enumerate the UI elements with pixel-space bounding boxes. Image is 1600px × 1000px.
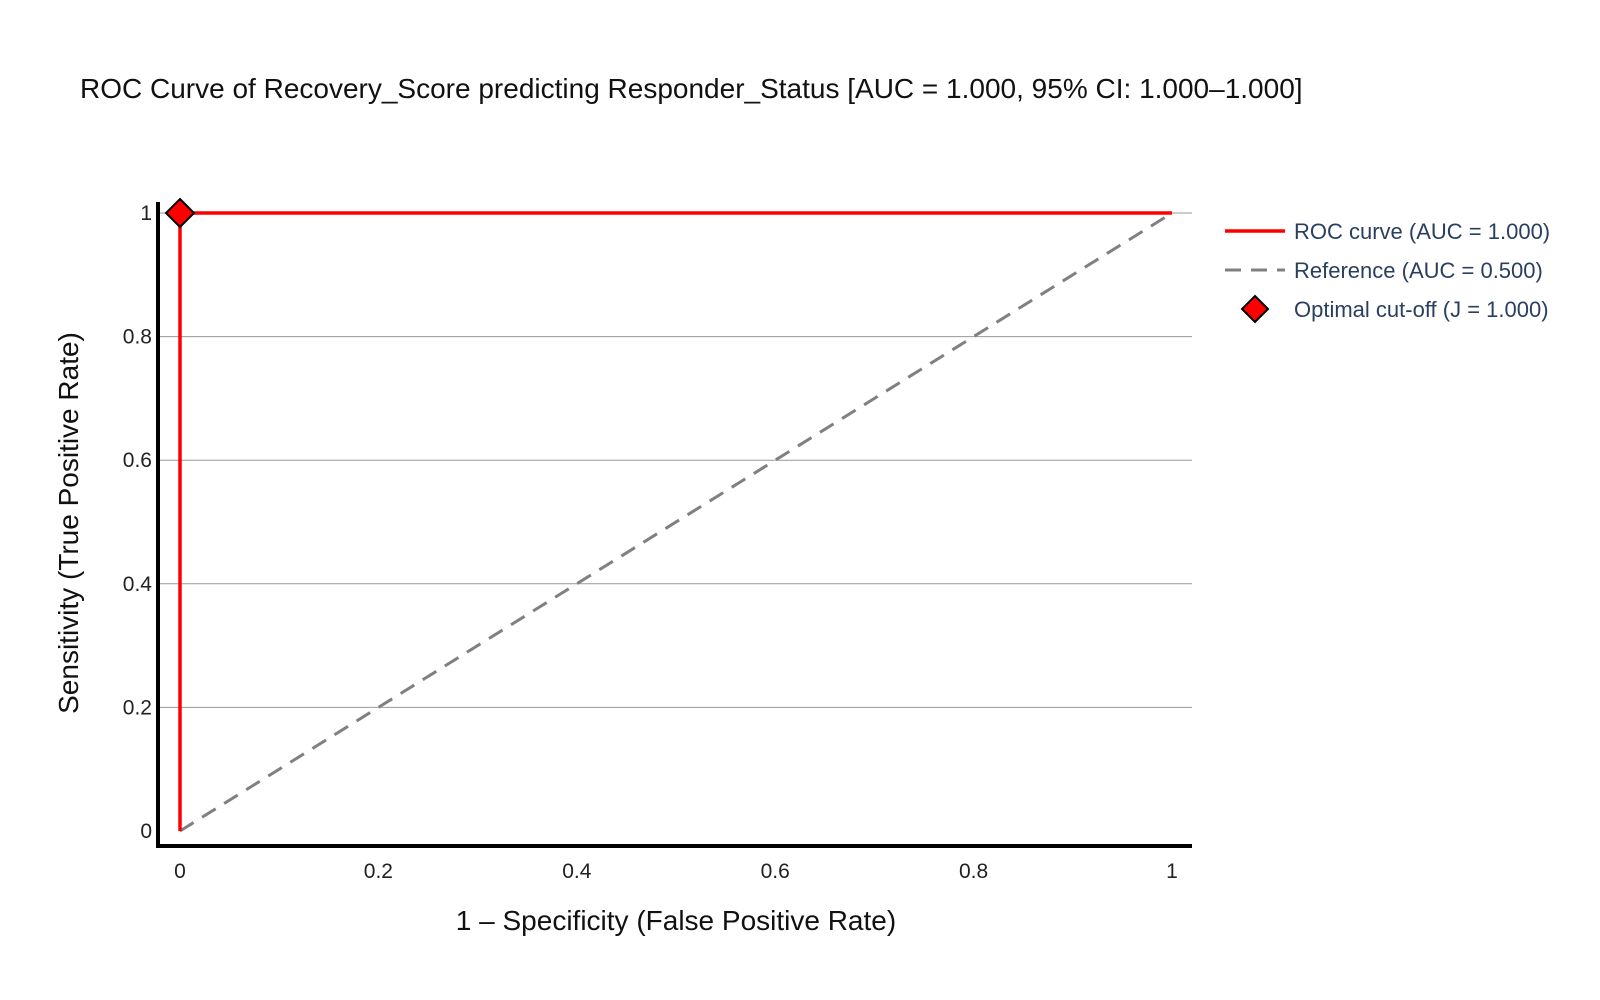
chart-title: ROC Curve of Recovery_Score predicting R…	[80, 73, 1303, 104]
legend-label: Reference (AUC = 0.500)	[1294, 258, 1543, 283]
y-axis-title: Sensitivity (True Positive Rate)	[53, 332, 84, 714]
legend-label: ROC curve (AUC = 1.000)	[1294, 219, 1550, 244]
x-tick-label: 0	[174, 860, 186, 883]
y-tick-label: 0.8	[123, 326, 152, 349]
x-tick-label: 0.4	[562, 860, 592, 883]
y-tick-label: 0.4	[123, 573, 153, 596]
legend: ROC curve (AUC = 1.000) Reference (AUC = …	[1225, 219, 1550, 324]
x-tick-label: 0.2	[364, 860, 393, 883]
axes	[156, 202, 1192, 848]
grid	[158, 212, 1192, 708]
x-tick-label: 0.8	[959, 860, 988, 883]
y-tick-label: 1	[140, 202, 152, 225]
optimal-cutoff-marker	[164, 197, 196, 229]
reference-line	[179, 211, 1173, 833]
y-tick-label: 0.6	[123, 449, 152, 472]
legend-label: Optimal cut-off (J = 1.000)	[1294, 297, 1549, 322]
x-axis-title: 1 – Specificity (False Positive Rate)	[456, 905, 896, 936]
x-tick-label: 0.6	[761, 860, 790, 883]
legend-cutoff-swatch	[1240, 294, 1270, 324]
y-tick-label: 0.2	[123, 696, 152, 719]
y-tick-label: 0	[140, 820, 152, 843]
tick-labels: 0 0.2 0.4 0.6 0.8 1 0 0.2 0.4 0.6 0.8 1	[123, 202, 1178, 883]
x-tick-label: 1	[1166, 860, 1178, 883]
series-layer	[164, 197, 1173, 833]
